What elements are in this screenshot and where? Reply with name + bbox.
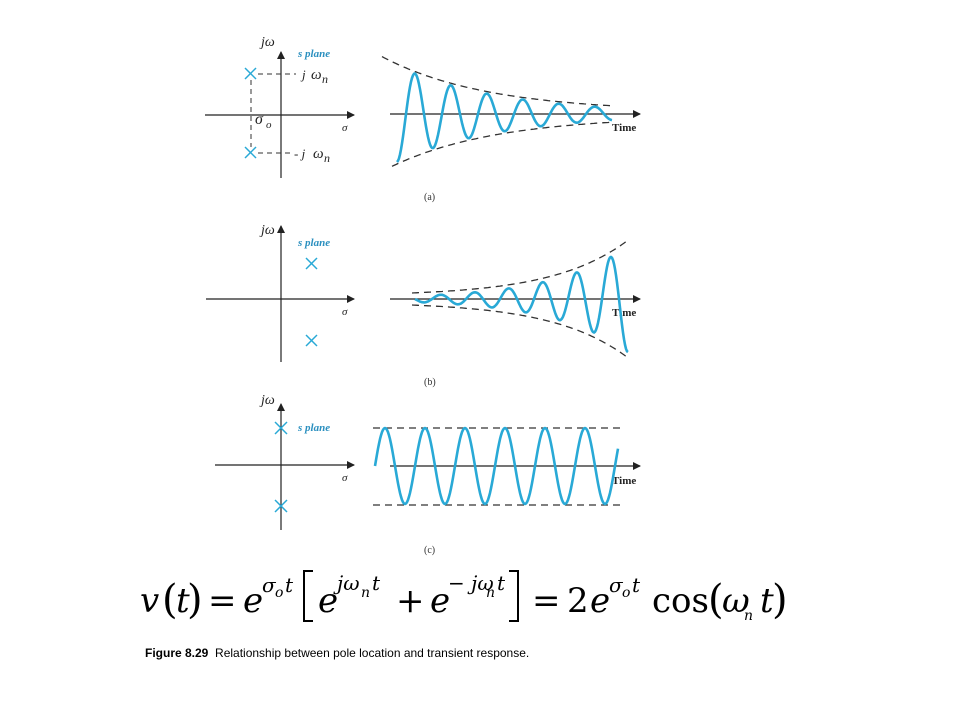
eq-rbracket (509, 570, 519, 622)
jw-axis-label-a: jω (259, 35, 275, 50)
sigma-o-label: σ (255, 111, 264, 128)
panel-b: jω σ s plane Time (b) (206, 223, 641, 388)
sigma-axis-label-c: σ (342, 472, 348, 484)
eq-lparen-2: ( (708, 577, 724, 623)
pole-lower-a (244, 146, 257, 159)
eq-rparen-2: ) (772, 577, 788, 623)
equation: v ( t ) = e σ o t e jω n t + e − jω n t … (140, 570, 788, 624)
panel-a: jω σ s plane j ω n - j ω n σ o (205, 35, 641, 203)
pole-upper-a (244, 67, 257, 80)
eq-equals-1: = (208, 581, 237, 621)
lower-pole-label-j: - j (294, 146, 306, 161)
response-b: Time (390, 239, 641, 359)
pole-lower-b (305, 334, 318, 347)
panel-c: jω σ s plane Time (c) (215, 393, 641, 556)
eq-t-sup-1: t (285, 573, 294, 597)
eq-sigma-1: σ (262, 573, 277, 597)
lower-pole-label-n: n (324, 151, 330, 165)
sigma-o-subscript: o (266, 119, 272, 131)
eq-e-3: e (430, 581, 450, 621)
s-plane-label-c: s plane (297, 422, 330, 434)
eq-v: v (140, 581, 159, 621)
eq-o-2: o (622, 585, 630, 601)
eq-e-2: e (318, 581, 338, 621)
eq-e-4: e (590, 581, 610, 621)
eq-rparen-1: ) (187, 577, 203, 623)
eq-lparen-1: ( (162, 577, 178, 623)
eq-n-3: n (744, 608, 753, 624)
panel-label-a: (a) (424, 192, 435, 203)
jw-axis-label-c: jω (259, 393, 275, 408)
eq-n-2: n (486, 585, 495, 601)
eq-e-1: e (243, 581, 263, 621)
eq-omega: ω (722, 581, 750, 621)
lower-pole-label-w: ω (313, 146, 324, 162)
response-a: Time (381, 56, 641, 167)
jw-axis-label-b: jω (259, 223, 275, 238)
eq-t-1: t (176, 581, 190, 621)
eq-cos: cos (652, 581, 709, 621)
s-plane-c: jω σ s plane (215, 393, 355, 530)
eq-minus-jw: − jω (448, 571, 494, 595)
sigma-axis-label-b: σ (342, 306, 348, 318)
time-label-a: Time (612, 122, 636, 134)
response-c: Time (373, 426, 641, 506)
envelope-lower-b (411, 304, 629, 359)
pole-upper-b (305, 257, 318, 270)
eq-t-2: t (760, 581, 774, 621)
sigma-axis-label-a: σ (342, 122, 348, 134)
envelope-upper-a (381, 56, 613, 107)
eq-n-1: n (361, 585, 370, 601)
growing-oscillation (414, 255, 629, 354)
s-plane-label-a: s plane (297, 48, 330, 60)
s-plane-b: jω σ s plane (206, 223, 355, 362)
upper-pole-label-j: j (300, 67, 306, 82)
envelope-upper-b (411, 239, 629, 294)
constant-oscillation (373, 426, 620, 506)
eq-jw-1: jω (333, 571, 360, 595)
caption-text: Relationship between pole location and t… (215, 646, 530, 660)
eq-equals-2: = (532, 581, 561, 621)
eq-t-sup-3: t (497, 571, 506, 595)
pole-lower-c (274, 499, 288, 513)
eq-o-1: o (275, 585, 283, 601)
panel-label-c: (c) (424, 545, 435, 556)
time-label-c: Time (612, 475, 636, 487)
eq-lbracket (303, 570, 313, 622)
eq-two: 2 (567, 581, 589, 621)
time-label-b: Time (612, 307, 636, 319)
s-plane-label-b: s plane (297, 237, 330, 249)
eq-plus: + (396, 581, 425, 621)
upper-pole-label-n: n (322, 72, 328, 86)
s-plane-a: jω σ s plane j ω n - j ω n σ o (205, 35, 355, 178)
envelope-lower-a (391, 121, 613, 167)
figure-caption: Figure 8.29 Relationship between pole lo… (145, 646, 529, 660)
eq-sigma-2: σ (609, 573, 624, 597)
decaying-oscillation (396, 72, 613, 163)
panel-label-b: (b) (424, 377, 436, 388)
upper-pole-label-w: ω (311, 67, 322, 83)
eq-t-sup-2: t (372, 571, 381, 595)
pole-upper-c (274, 421, 288, 435)
caption-figure-number: Figure 8.29 (145, 646, 209, 660)
eq-t-sup-4: t (632, 573, 641, 597)
